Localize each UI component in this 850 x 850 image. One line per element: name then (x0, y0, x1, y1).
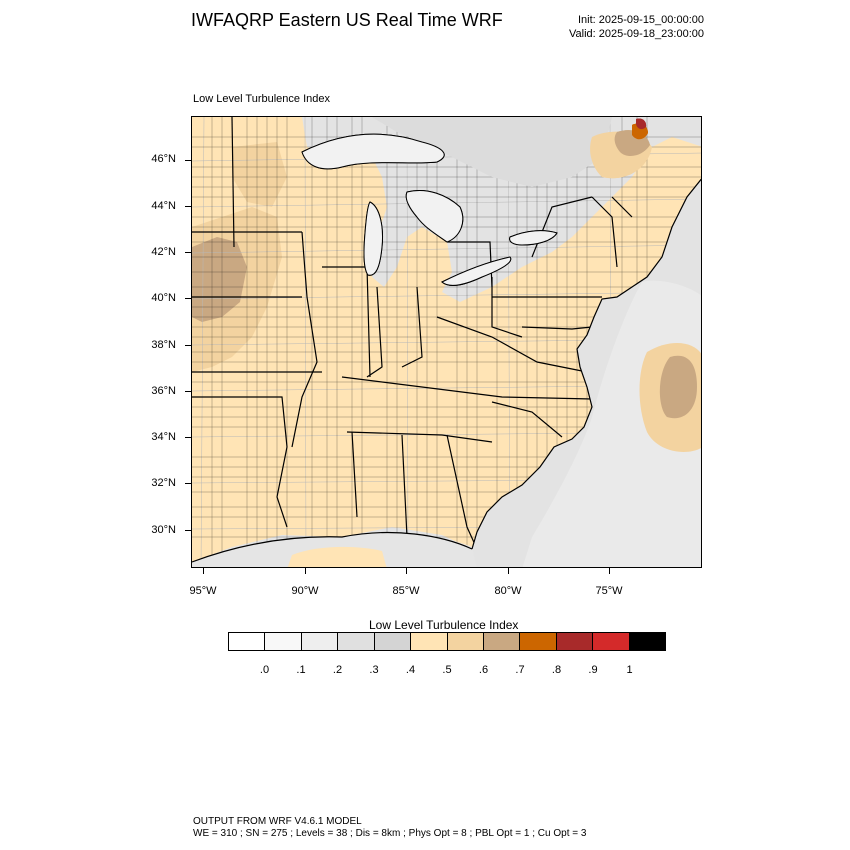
colorbar-tick-label: .6 (478, 664, 489, 676)
colorbar-tick-label: .7 (515, 664, 525, 676)
colorbar-box (229, 633, 266, 650)
colorbar-tick-label: 1 (626, 664, 633, 676)
lat-label-32: 32°N (151, 477, 176, 489)
lat-label-38: 38°N (151, 339, 176, 351)
plot-label: Low Level Turbulence Index (193, 93, 330, 105)
lon-label-90: 90°W (291, 585, 319, 597)
lat-label-34: 34°N (151, 431, 176, 443)
colorbar-box (447, 633, 484, 650)
lat-tick (185, 252, 191, 253)
colorbar-title: Low Level Turbulence Index (369, 618, 519, 632)
colorbar-tick-label: .3 (369, 664, 379, 676)
lon-label-80: 80°W (494, 585, 522, 597)
lat-tick (185, 160, 191, 161)
land-mass (192, 117, 701, 562)
lon-label-85: 85°W (392, 585, 420, 597)
lat-tick (185, 437, 191, 438)
model-config-line: WE = 310 ; SN = 275 ; Levels = 38 ; Dis … (193, 828, 587, 839)
northeast-very-hot-top (636, 118, 647, 130)
colorbar (228, 632, 666, 651)
colorbar-box (301, 633, 339, 650)
north-plains-mid (232, 142, 287, 207)
colorbar-box (593, 633, 630, 650)
canada-mask (372, 117, 612, 187)
lat-tick (185, 391, 191, 392)
colorbar-tick-label: .4 (405, 664, 416, 676)
lat-label-40: 40°N (151, 292, 176, 304)
colorbar-tick-label: .0 (259, 664, 270, 676)
colorbar-box (520, 633, 557, 650)
lat-label-36: 36°N (151, 385, 176, 397)
lat-tick (185, 530, 191, 531)
map-frame (191, 116, 702, 568)
great-lakes-outline (301, 133, 558, 286)
lat-tick (185, 298, 191, 299)
lon-tick (305, 568, 306, 574)
colorbar-tick-label: .8 (551, 664, 562, 676)
colorbar-box (483, 633, 521, 650)
lat-label-42: 42°N (151, 246, 176, 258)
lat-tick (185, 483, 191, 484)
lat-label-30: 30°N (151, 524, 176, 536)
lon-tick (609, 568, 610, 574)
colorbar-tick-label: .9 (588, 664, 598, 676)
colorbar-box (374, 633, 412, 650)
offshore-blob-high-top (659, 355, 697, 419)
model-output-line: OUTPUT FROM WRF V4.6.1 MODEL (193, 816, 362, 827)
lon-label-95: 95°W (189, 585, 217, 597)
lon-tick (203, 568, 204, 574)
colorbar-tick-label: .1 (296, 664, 306, 676)
turbulence-map (192, 117, 701, 567)
lon-tick (406, 568, 407, 574)
lon-label-75: 75°W (595, 585, 623, 597)
lat-tick (185, 206, 191, 207)
colorbar-box (411, 633, 448, 650)
lon-tick (508, 568, 509, 574)
colorbar-tick-label: .2 (332, 664, 343, 676)
colorbar-box (629, 633, 666, 650)
gulf-turbulence-top (287, 546, 387, 567)
colorbar-box (556, 633, 594, 650)
colorbar-box (338, 633, 375, 650)
valid-time: Valid: 2025-09-18_23:00:00 (569, 28, 704, 40)
map-title: IWFAQRP Eastern US Real Time WRF (191, 10, 503, 30)
colorbar-box (265, 633, 302, 650)
lat-label-46: 46°N (151, 153, 176, 165)
lat-tick (185, 345, 191, 346)
init-time: Init: 2025-09-15_00:00:00 (578, 14, 704, 26)
plains-high (192, 237, 247, 322)
lat-label-44: 44°N (151, 200, 176, 212)
colorbar-tick-label: .5 (442, 664, 452, 676)
coastline (192, 178, 701, 563)
